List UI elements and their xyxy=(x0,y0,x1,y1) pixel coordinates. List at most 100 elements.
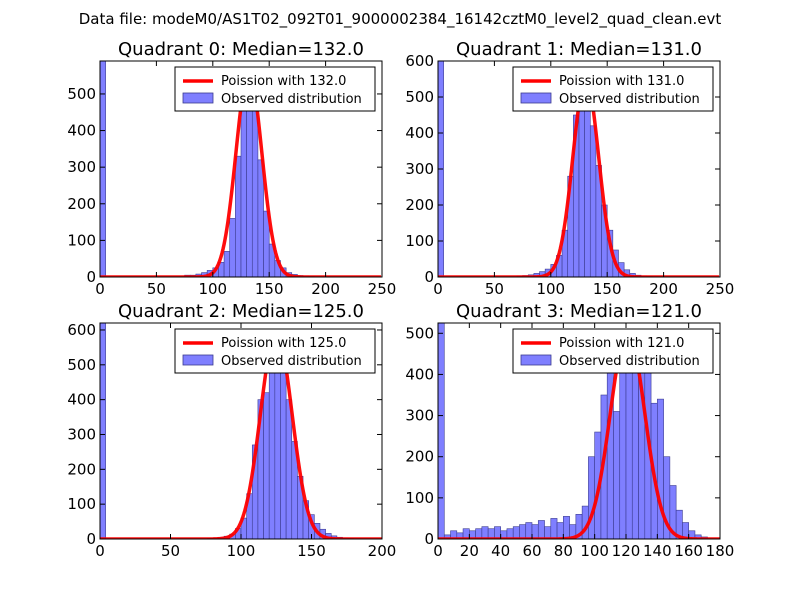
histogram-bar xyxy=(438,323,445,539)
histogram-bar xyxy=(481,526,489,539)
y-tick-label: 300 xyxy=(405,160,434,178)
subplot-quadrant-0: 0 50 100 150 200 250 0 100 200 300 400 500 Poission … xyxy=(67,39,396,298)
y-tick-label: 0 xyxy=(86,530,96,548)
histogram-bar xyxy=(531,524,539,539)
x-tick-label: 60 xyxy=(522,542,541,560)
x-tick-label: 180 xyxy=(706,542,735,560)
legend-observed-label: Observed distribution xyxy=(221,354,362,369)
y-tick-label: 500 xyxy=(405,324,434,342)
y-tick-label: 100 xyxy=(67,495,96,513)
x-tick-label: 100 xyxy=(536,280,565,298)
y-tick-label: 0 xyxy=(424,530,434,548)
x-tick-label: 200 xyxy=(311,280,340,298)
subplot-quadrant-1: 0 50 100 150 200 250 0 100 200 300 400 500 600 Poissi… xyxy=(405,39,734,298)
legend-observed-swatch xyxy=(520,92,552,104)
figure-suptitle: Data file: modeM0/AS1T02_092T01_90000023… xyxy=(79,10,722,29)
y-tick-label: 500 xyxy=(67,85,96,103)
subplot-title: Quadrant 2: Median=125.0 xyxy=(118,301,364,322)
legend-poisson-label: Poission with 125.0 xyxy=(221,336,346,351)
histogram-bar xyxy=(263,392,270,539)
y-tick-label: 200 xyxy=(67,460,96,478)
y-tick-label: 400 xyxy=(67,122,96,140)
histogram-bar xyxy=(589,125,597,277)
x-tick-label: 100 xyxy=(580,542,609,560)
y-tick-label: 300 xyxy=(405,407,434,425)
histogram-bar xyxy=(268,371,276,539)
legend-box xyxy=(174,66,376,112)
x-tick-label: 100 xyxy=(227,542,256,560)
x-tick-label: 200 xyxy=(368,542,397,560)
histogram-bar xyxy=(280,354,287,539)
x-tick-label: 250 xyxy=(706,280,735,298)
y-tick-label: 200 xyxy=(405,196,434,214)
x-tick-label: 150 xyxy=(255,280,284,298)
legend-poisson-label: Poission with 121.0 xyxy=(559,336,684,351)
y-tick-label: 600 xyxy=(405,52,434,70)
histogram-bar xyxy=(519,524,527,539)
y-tick-label: 300 xyxy=(67,425,96,443)
x-tick-label: 0 xyxy=(95,542,105,560)
x-tick-label: 120 xyxy=(612,542,641,560)
histogram-bar xyxy=(100,323,106,539)
histogram-bar xyxy=(606,345,614,539)
subplot-quadrant-3: 0 20 40 60 80 100 120 140 160 1800100200300400500… xyxy=(405,301,734,560)
x-tick-label: 50 xyxy=(161,542,180,560)
y-tick-label: 200 xyxy=(405,448,434,466)
axes-frame xyxy=(99,60,383,278)
histogram-bar xyxy=(285,399,293,539)
x-tick-label: 150 xyxy=(297,542,326,560)
histogram-bar xyxy=(223,251,231,277)
x-tick-label: 150 xyxy=(593,280,622,298)
x-tick-label: 100 xyxy=(198,280,227,298)
y-tick-label: 100 xyxy=(67,231,96,249)
x-tick-label: 140 xyxy=(643,542,672,560)
histogram-bar xyxy=(512,526,520,539)
x-tick-label: 160 xyxy=(674,542,703,560)
subplot-title: Quadrant 1: Median=131.0 xyxy=(456,39,702,60)
histogram-bar xyxy=(584,89,591,277)
y-tick-label: 600 xyxy=(67,321,96,339)
legend-poisson-label: Poission with 132.0 xyxy=(221,74,346,89)
y-tick-label: 200 xyxy=(67,195,96,213)
legend-observed-label: Observed distribution xyxy=(221,92,362,107)
histogram-bar xyxy=(100,61,106,277)
x-tick-label: 50 xyxy=(485,280,504,298)
legend-box xyxy=(512,66,714,112)
y-tick-label: 400 xyxy=(67,391,96,409)
legend-box xyxy=(512,328,714,374)
legend-observed-label: Observed distribution xyxy=(559,354,700,369)
histogram-bar xyxy=(537,520,545,539)
legend-observed-label: Observed distribution xyxy=(559,92,700,107)
histogram-bar xyxy=(544,526,552,539)
x-tick-label: 40 xyxy=(491,542,510,560)
histogram-bar xyxy=(588,456,595,539)
x-tick-label: 250 xyxy=(368,280,397,298)
x-tick-label: 0 xyxy=(95,280,105,298)
y-tick-label: 500 xyxy=(405,88,434,106)
x-tick-label: 0 xyxy=(433,280,443,298)
legend-observed-swatch xyxy=(182,354,214,366)
histogram-bar xyxy=(550,518,558,539)
x-tick-label: 200 xyxy=(649,280,678,298)
histogram-bar xyxy=(613,411,621,539)
legend-observed-swatch xyxy=(182,92,214,104)
axes-frame xyxy=(437,322,721,540)
histogram-bar xyxy=(631,370,639,539)
subplot-title: Quadrant 0: Median=132.0 xyxy=(118,39,364,60)
x-tick-label: 20 xyxy=(460,542,479,560)
legend-poisson-label: Poission with 131.0 xyxy=(559,74,684,89)
y-tick-label: 400 xyxy=(405,365,434,383)
histogram-bar xyxy=(525,522,533,539)
y-tick-label: 0 xyxy=(86,268,96,286)
y-tick-label: 100 xyxy=(405,232,434,250)
y-tick-label: 500 xyxy=(67,356,96,374)
poisson-curve xyxy=(438,329,720,539)
subplot-quadrant-2: 0 50 100 150 200 0 100 200 300 400 500 600 Poission … xyxy=(67,301,396,560)
histogram-bar xyxy=(229,218,236,277)
y-tick-label: 400 xyxy=(405,124,434,142)
histogram-bar xyxy=(251,104,259,277)
y-tick-label: 300 xyxy=(67,158,96,176)
histogram-bar xyxy=(235,155,242,277)
histogram-bar xyxy=(563,516,570,539)
